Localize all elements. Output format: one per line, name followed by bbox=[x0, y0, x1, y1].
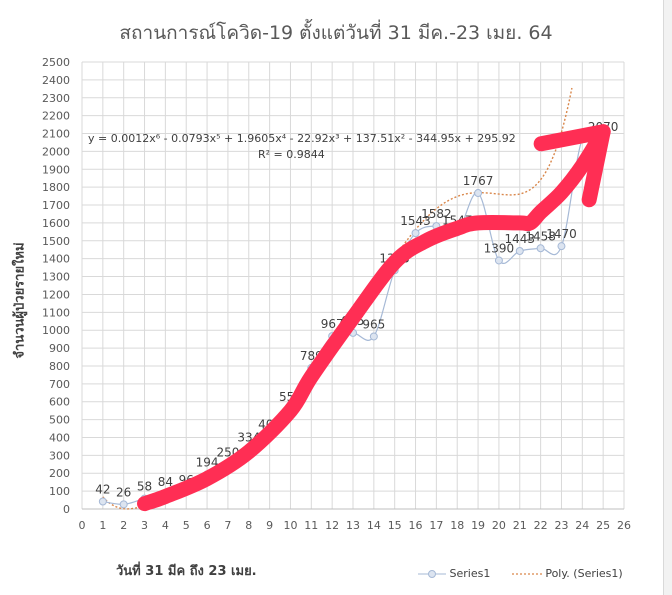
data-label: 1582 bbox=[421, 207, 452, 221]
x-tick-label: 18 bbox=[450, 519, 464, 532]
x-tick-label: 17 bbox=[429, 519, 443, 532]
x-tick-label: 7 bbox=[224, 519, 231, 532]
series1-point bbox=[557, 242, 566, 251]
arrow-head bbox=[533, 124, 611, 208]
y-tick-label: 800 bbox=[49, 360, 70, 373]
x-tick-label: 25 bbox=[596, 519, 610, 532]
x-tick-label: 14 bbox=[367, 519, 381, 532]
x-axis-label: วันที่ 31 มีค ถึง 23 เมย. bbox=[116, 564, 257, 579]
trendline bbox=[102, 87, 573, 510]
y-tick-label: 2300 bbox=[42, 92, 70, 105]
y-tick-label: 1500 bbox=[42, 235, 70, 248]
series1-point bbox=[119, 500, 128, 509]
y-tick-label: 100 bbox=[49, 485, 70, 498]
legend-series1-marker bbox=[418, 569, 446, 578]
x-tick-label: 1 bbox=[99, 519, 106, 532]
trendline-equation: y = 0.0012x⁶ - 0.0793x⁵ + 1.9605x⁴ - 22.… bbox=[88, 132, 516, 145]
y-tick-label: 1200 bbox=[42, 288, 70, 301]
legend-item-poly: Poly. (Series1) bbox=[511, 566, 623, 580]
y-tick-label: 700 bbox=[49, 378, 70, 391]
x-tick-label: 9 bbox=[266, 519, 273, 532]
y-tick-label: 900 bbox=[49, 342, 70, 355]
y-tick-label: 1900 bbox=[42, 163, 70, 176]
y-tick-label: 1600 bbox=[42, 217, 70, 230]
x-tick-label: 24 bbox=[575, 519, 589, 532]
legend: Series1 Poly. (Series1) bbox=[418, 566, 641, 580]
x-tick-label: 15 bbox=[388, 519, 402, 532]
arrow-shaft bbox=[137, 124, 611, 512]
x-tick-label: 13 bbox=[346, 519, 360, 532]
x-tick-label: 6 bbox=[204, 519, 211, 532]
chart-title: สถานการณ์โควิด-19 ตั้งแต่วันที่ 31 มีค.-… bbox=[119, 22, 553, 44]
y-tick-label: 200 bbox=[49, 467, 70, 480]
red-arrow-annotation bbox=[137, 124, 611, 512]
x-tick-label: 22 bbox=[534, 519, 548, 532]
legend-item-series1: Series1 bbox=[418, 567, 490, 580]
x-tick-label: 12 bbox=[325, 519, 339, 532]
data-label: 84 bbox=[158, 475, 173, 489]
x-tick-label: 20 bbox=[492, 519, 506, 532]
x-tick-label: 0 bbox=[79, 519, 86, 532]
data-label: 965 bbox=[362, 317, 385, 331]
gridlines bbox=[81, 61, 625, 510]
series1-point bbox=[474, 189, 483, 198]
series1-point bbox=[536, 244, 545, 253]
x-axis-ticks: 0 1 2 3 4 5 6 7 8 9 10 11 12 13 14 15 16 17 18 19 20 21 22 23 24… bbox=[79, 519, 632, 532]
y-tick-label: 300 bbox=[49, 449, 70, 462]
x-tick-label: 11 bbox=[304, 519, 318, 532]
x-tick-label: 19 bbox=[471, 519, 485, 532]
trendline-r2: R² = 0.9844 bbox=[258, 148, 325, 161]
x-tick-label: 10 bbox=[283, 519, 297, 532]
x-tick-label: 3 bbox=[141, 519, 148, 532]
y-tick-label: 2200 bbox=[42, 110, 70, 123]
scrollbar-edge bbox=[663, 0, 672, 595]
y-tick-label: 2400 bbox=[42, 74, 70, 87]
series1-point bbox=[369, 332, 378, 341]
x-tick-label: 8 bbox=[245, 519, 252, 532]
x-tick-label: 23 bbox=[554, 519, 568, 532]
y-tick-label: 1400 bbox=[42, 253, 70, 266]
data-label: 1543 bbox=[400, 214, 431, 228]
data-label: 1767 bbox=[463, 174, 494, 188]
x-tick-label: 4 bbox=[162, 519, 169, 532]
data-label: 1458 bbox=[525, 229, 556, 243]
y-tick-label: 0 bbox=[63, 503, 70, 516]
data-label: 1443 bbox=[504, 232, 535, 246]
series1-point bbox=[515, 246, 524, 255]
x-tick-label: 2 bbox=[120, 519, 127, 532]
y-tick-label: 1000 bbox=[42, 324, 70, 337]
series1-point bbox=[98, 497, 107, 506]
data-label: 1470 bbox=[546, 227, 577, 241]
legend-poly-marker bbox=[511, 572, 542, 575]
y-tick-label: 400 bbox=[49, 431, 70, 444]
y-tick-label: 600 bbox=[49, 396, 70, 409]
data-label: 42 bbox=[95, 482, 110, 496]
y-axis-ticks: 0 100 200 300 400 500 600 700 800 900 1000 1100 1200… bbox=[42, 56, 70, 516]
y-tick-label: 500 bbox=[49, 414, 70, 427]
y-tick-label: 2000 bbox=[42, 145, 70, 158]
y-tick-label: 1300 bbox=[42, 271, 70, 284]
series1-point bbox=[494, 256, 503, 265]
data-label: 194 bbox=[196, 455, 219, 469]
y-axis-label: จำนวนผู้ป่วยรายใหม่ bbox=[12, 242, 28, 359]
x-tick-label: 26 bbox=[617, 519, 631, 532]
y-tick-label: 2100 bbox=[42, 128, 70, 141]
legend-label-poly: Poly. (Series1) bbox=[545, 566, 623, 580]
series1-point bbox=[411, 229, 420, 238]
x-tick-label: 5 bbox=[183, 519, 190, 532]
y-tick-label: 1800 bbox=[42, 181, 70, 194]
poly-trendline bbox=[102, 87, 573, 510]
y-tick-label: 1100 bbox=[42, 306, 70, 319]
x-tick-label: 16 bbox=[409, 519, 423, 532]
data-label: 58 bbox=[137, 480, 152, 494]
data-label: 1390 bbox=[484, 241, 515, 255]
x-tick-label: 21 bbox=[513, 519, 527, 532]
y-axis-label-wrap: จำนวนผู้ป่วยรายใหม่ bbox=[4, 200, 34, 400]
y-tick-label: 1700 bbox=[42, 199, 70, 212]
y-tick-label: 2500 bbox=[42, 56, 70, 69]
data-label: 26 bbox=[116, 485, 131, 499]
legend-label-series1: Series1 bbox=[449, 566, 491, 580]
